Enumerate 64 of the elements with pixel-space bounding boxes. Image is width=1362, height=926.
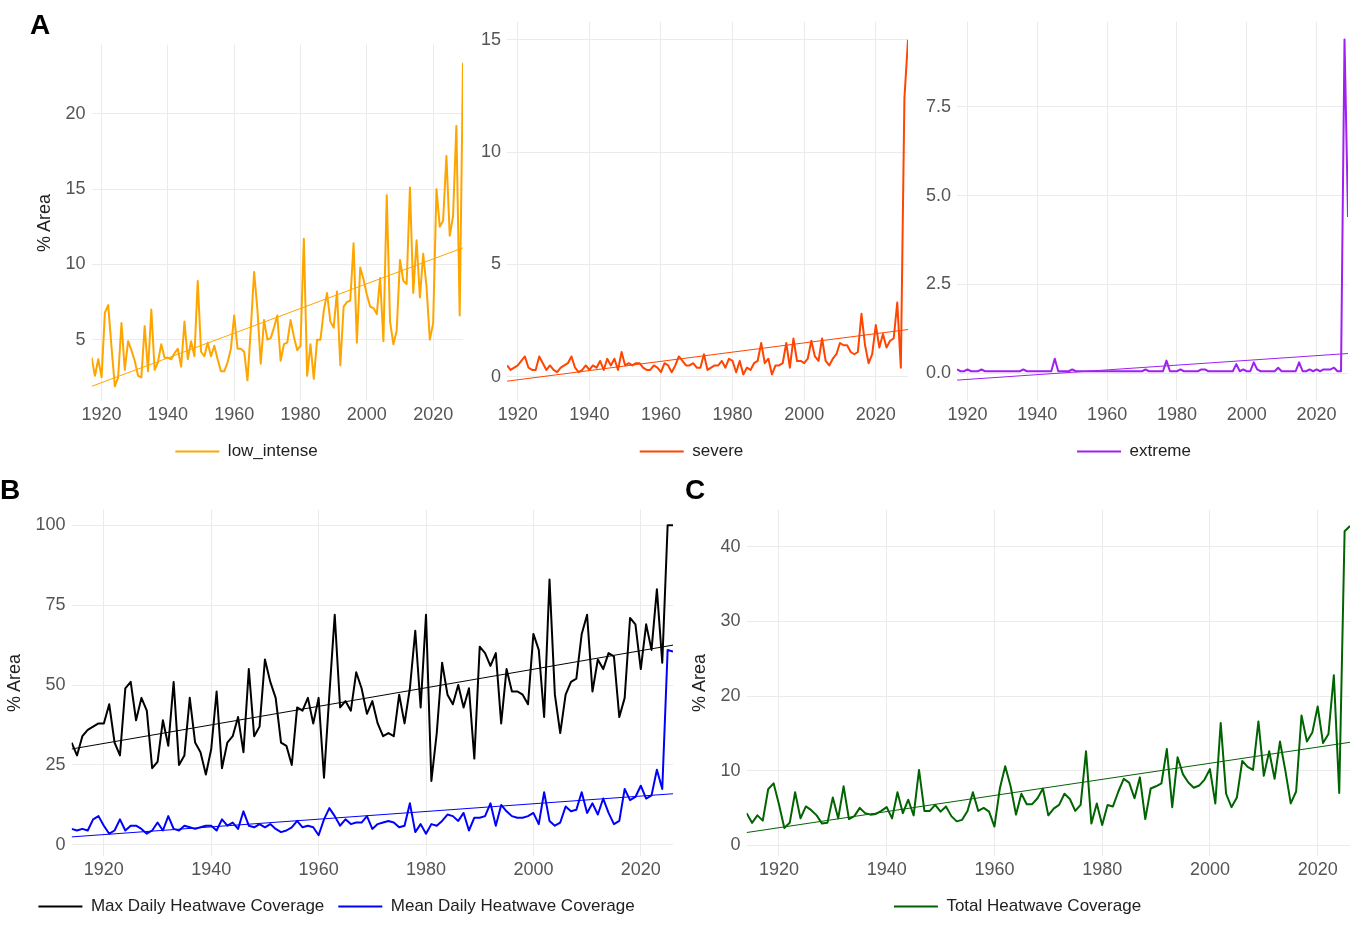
legend-label: Total Heatwave Coverage [946, 896, 1142, 916]
y-tick-label: 100 [35, 514, 66, 535]
y-tick-label: 10 [720, 759, 741, 780]
x-tick-label: 1980 [712, 404, 753, 425]
y-tick-label: 2.5 [925, 273, 952, 294]
y-tick-label: 30 [720, 610, 741, 631]
y-tick-label: 5 [491, 253, 502, 274]
legend-label: low_intense [227, 441, 318, 461]
legend-label: extreme [1129, 441, 1191, 461]
y-axis-title: % Area [33, 193, 54, 253]
x-tick-label: 1920 [758, 859, 799, 880]
y-tick-label: 25 [45, 753, 66, 774]
x-tick-label: 2020 [620, 859, 661, 880]
y-tick-label: 15 [480, 28, 502, 49]
x-tick-label: 1960 [1087, 404, 1128, 425]
y-tick-label: 75 [45, 594, 66, 615]
x-tick-label: 1920 [81, 404, 122, 425]
x-tick-label: 1920 [497, 404, 538, 425]
x-tick-label: 1960 [640, 404, 681, 425]
chart-title: A [30, 8, 51, 40]
x-tick-label: 1920 [83, 859, 124, 880]
y-axis-title: % Area [688, 653, 709, 713]
x-tick-label: 1980 [1156, 404, 1197, 425]
y-tick-label: 5 [75, 328, 86, 349]
legend-label: Max Daily Heatwave Coverage [90, 896, 325, 916]
y-axis-title: % Area [3, 653, 24, 713]
x-tick-label: 2000 [1189, 859, 1230, 880]
chart-title: B [0, 473, 21, 505]
y-tick-label: 10 [65, 253, 86, 274]
x-tick-label: 2020 [1297, 859, 1338, 880]
x-tick-label: 1980 [280, 404, 321, 425]
y-tick-label: 40 [720, 535, 741, 556]
y-tick-label: 20 [720, 685, 741, 706]
y-tick-label: 0 [730, 834, 741, 855]
x-tick-label: 1940 [569, 404, 610, 425]
y-tick-label: 10 [480, 141, 502, 162]
y-tick-label: 50 [45, 674, 66, 695]
x-tick-label: 1940 [147, 404, 188, 425]
x-tick-label: 1920 [947, 404, 988, 425]
x-tick-label: 2000 [784, 404, 825, 425]
x-tick-label: 1940 [866, 859, 907, 880]
x-tick-label: 1980 [1082, 859, 1123, 880]
x-tick-label: 1940 [1017, 404, 1058, 425]
legend-label: severe [692, 441, 744, 461]
x-tick-label: 1960 [214, 404, 255, 425]
y-tick-label: 0 [55, 833, 66, 854]
x-tick-label: 2020 [413, 404, 454, 425]
x-tick-label: 2020 [855, 404, 896, 425]
chart-title: C [685, 473, 706, 505]
x-tick-label: 1940 [191, 859, 232, 880]
y-tick-label: 0 [491, 365, 502, 386]
y-tick-label: 15 [65, 178, 86, 199]
x-tick-label: 2020 [1296, 404, 1337, 425]
x-tick-label: 2000 [513, 859, 554, 880]
legend-label: Mean Daily Heatwave Coverage [390, 896, 635, 916]
y-tick-label: 5.0 [925, 184, 952, 205]
y-tick-label: 20 [65, 102, 86, 123]
y-tick-label: 0.0 [925, 361, 952, 382]
x-tick-label: 1960 [974, 859, 1015, 880]
x-tick-label: 2000 [1226, 404, 1267, 425]
x-tick-label: 1960 [298, 859, 339, 880]
x-tick-label: 2000 [346, 404, 387, 425]
x-tick-label: 1980 [405, 859, 447, 880]
y-tick-label: 7.5 [925, 95, 952, 116]
